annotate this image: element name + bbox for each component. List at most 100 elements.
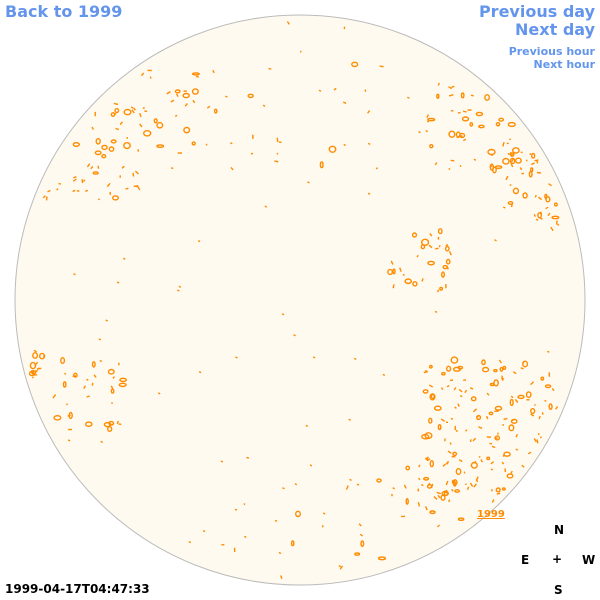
contour-speck	[429, 233, 433, 237]
contour-speck	[427, 260, 435, 266]
contour-speck	[42, 354, 46, 358]
contour-speck	[198, 370, 202, 374]
contour-speck	[490, 165, 493, 168]
contour-speck	[418, 464, 421, 468]
contour-speck	[420, 243, 426, 250]
next-hour-link[interactable]: Next hour	[533, 58, 596, 71]
contour-speck	[537, 432, 540, 436]
contour-speck	[522, 361, 525, 364]
contour-speck	[293, 334, 296, 337]
compass-west: W	[582, 553, 596, 567]
contour-speck	[473, 158, 477, 161]
contour-speck	[110, 388, 115, 394]
previous-day-link[interactable]: Previous day	[478, 2, 595, 21]
contour-speck	[339, 565, 344, 570]
contour-speck	[234, 508, 238, 511]
contour-speck	[213, 108, 218, 114]
contour-speck	[428, 417, 433, 424]
contour-speck	[546, 350, 550, 353]
contour-speck	[502, 157, 510, 165]
contour-speck	[99, 359, 103, 363]
contour-speck	[345, 485, 349, 490]
contour-speck	[97, 198, 101, 201]
contour-speck	[512, 147, 520, 154]
contour-speck	[503, 451, 511, 457]
contour-speck	[505, 175, 509, 181]
previous-hour-link[interactable]: Previous hour	[508, 45, 595, 58]
contour-speck	[476, 415, 479, 418]
back-to-year-link[interactable]: Back to 1999	[5, 2, 123, 21]
contour-speck	[68, 411, 73, 420]
contour-speck	[510, 153, 513, 157]
contour-speck	[480, 459, 483, 463]
contour-speck	[230, 166, 234, 171]
contour-speck	[502, 206, 506, 209]
contour-speck	[455, 468, 462, 476]
contour-speck	[470, 396, 477, 402]
contour-speck	[490, 468, 494, 471]
contour-speck	[134, 170, 139, 175]
contour-speck	[348, 418, 352, 421]
contour-speck	[553, 202, 558, 207]
contour-speck	[495, 487, 501, 493]
contour-speck	[107, 368, 115, 375]
contour-speck	[280, 575, 283, 579]
contour-speck	[278, 551, 282, 555]
contour-speck	[116, 420, 120, 424]
contour-speck	[103, 421, 112, 428]
contour-speck	[274, 160, 279, 163]
contour-speck	[174, 89, 181, 94]
contour-speck	[156, 122, 164, 129]
contour-speck	[441, 271, 446, 278]
contour-speck	[490, 461, 495, 465]
contour-speck	[434, 162, 438, 166]
contour-speck	[450, 159, 455, 162]
contour-speck	[424, 432, 433, 440]
contour-speck	[113, 102, 119, 106]
contour-speck	[195, 75, 199, 78]
contour-speck	[106, 182, 111, 188]
contour-speck	[353, 357, 357, 361]
contour-speck	[494, 405, 503, 411]
next-day-link[interactable]: Next day	[515, 20, 595, 39]
contour-speck	[499, 366, 504, 372]
contour-speck	[490, 154, 494, 157]
contour-speck	[72, 141, 81, 147]
contour-speck	[433, 495, 438, 501]
year-marker-link[interactable]: 1999	[477, 509, 505, 520]
contour-speck	[166, 91, 171, 95]
contour-speck	[42, 195, 46, 199]
contour-speck	[437, 524, 440, 528]
contour-speck	[28, 370, 35, 377]
contour-speck	[424, 506, 428, 511]
contour-speck	[547, 212, 551, 217]
contour-speck	[539, 211, 543, 215]
solar-disk	[14, 14, 586, 586]
contour-speck	[119, 121, 124, 126]
contour-speck	[517, 394, 525, 400]
contour-speck	[514, 398, 519, 403]
contour-speck	[66, 403, 69, 406]
compass-south: S	[554, 583, 563, 597]
contour-speck	[115, 127, 120, 131]
contour-speck	[405, 497, 409, 505]
contour-speck	[508, 424, 515, 432]
contour-speck	[536, 439, 539, 444]
contour-speck	[81, 179, 84, 184]
contour-speck	[101, 144, 108, 151]
contour-speck	[469, 122, 474, 127]
contour-speck	[464, 483, 467, 486]
contour-speck	[322, 512, 326, 515]
contour-speck	[540, 376, 545, 381]
contour-speck	[452, 366, 462, 372]
contour-speck	[496, 492, 501, 495]
contour-speck	[437, 494, 441, 499]
contour-speck	[522, 192, 528, 199]
contour-speck	[548, 183, 552, 187]
contour-speck	[430, 393, 435, 400]
contour-speck	[45, 196, 48, 201]
contour-speck	[446, 460, 449, 465]
contour-speck	[319, 161, 324, 169]
contour-speck	[485, 415, 489, 420]
contour-speck	[445, 243, 449, 247]
